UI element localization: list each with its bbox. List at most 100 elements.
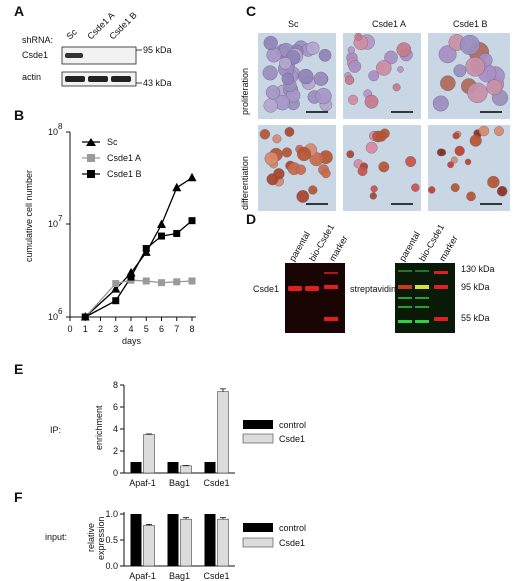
- series-line: [84, 177, 193, 318]
- cell: [438, 45, 457, 64]
- legend-label: Csde1: [279, 538, 305, 548]
- cell: [346, 150, 355, 159]
- legend: control Csde1: [242, 420, 306, 444]
- panel-b-label: B: [14, 107, 24, 123]
- bar: [204, 514, 216, 566]
- legend-label: Csde1 A: [107, 153, 141, 163]
- legend-swatch: [243, 420, 273, 429]
- cell: [313, 71, 329, 86]
- cell: [376, 60, 392, 76]
- cell: [467, 82, 488, 103]
- column-label: Sc: [288, 19, 299, 29]
- cell: [384, 50, 398, 65]
- side-label: input:: [45, 532, 67, 542]
- blot-band: [415, 270, 429, 272]
- data-point: [173, 278, 181, 286]
- x-tick-label: 7: [174, 324, 179, 334]
- cell: [364, 94, 379, 109]
- y-tick: 10 8: [48, 122, 70, 137]
- legend-swatch: [242, 537, 274, 548]
- panel-c-label: C: [246, 3, 256, 19]
- legend-swatch: [242, 433, 274, 444]
- data-point: [81, 313, 89, 321]
- legend-marker: [86, 138, 96, 146]
- cell: [321, 168, 331, 179]
- cell: [447, 161, 454, 169]
- cell: [354, 32, 363, 41]
- legend: Sc Csde1 A Csde1 B: [82, 137, 142, 179]
- bar-group: [130, 514, 229, 567]
- blot-band: [398, 270, 412, 272]
- data-point: [112, 280, 120, 288]
- panel-a-label: A: [14, 3, 24, 19]
- x-tick-labels: Apaf-1 Bag1 Csde1: [129, 478, 229, 488]
- panel-f: F input: relative expression 0.0 0.5 1.0 A…: [14, 489, 306, 581]
- bar: [167, 462, 179, 473]
- cell: [347, 46, 355, 54]
- cell: [369, 192, 377, 200]
- marker-label: 130 kDa: [461, 264, 495, 274]
- data-point: [142, 277, 150, 285]
- blot-band: [415, 320, 429, 323]
- marker-band: [434, 317, 448, 321]
- data-point: [157, 219, 166, 228]
- x-tick-label: Csde1: [203, 571, 229, 581]
- blot-row-label: Csde1: [253, 284, 279, 294]
- y-tick-label: 0.5: [105, 535, 118, 545]
- series-line: [84, 279, 193, 318]
- x-tick-label: 5: [144, 324, 149, 334]
- blot-band: [65, 76, 85, 82]
- cell: [487, 175, 500, 189]
- blot-band: [398, 306, 412, 308]
- cell: [308, 185, 318, 195]
- cell: [459, 34, 480, 55]
- cell: [450, 183, 460, 193]
- bar-group: [130, 388, 229, 474]
- panel-f-label: F: [14, 489, 23, 505]
- cell: [262, 65, 278, 81]
- blot-row-label: Csde1: [22, 50, 48, 60]
- y-tick-label: 6: [113, 402, 118, 412]
- data-point: [127, 273, 135, 281]
- legend-label: control: [279, 420, 306, 430]
- panel-d-label: D: [246, 211, 256, 227]
- cell: [263, 98, 278, 113]
- cell: [466, 191, 476, 202]
- y-tick-exponent: 8: [58, 122, 63, 131]
- marker-band: [324, 285, 338, 289]
- cell: [469, 134, 482, 147]
- x-tick-label: 2: [98, 324, 103, 334]
- cell: [450, 156, 458, 164]
- column-label: Csde1 B: [453, 19, 488, 29]
- panel-e-label: E: [14, 361, 23, 377]
- marker-label: 95 kDa: [461, 282, 490, 292]
- cell: [259, 129, 271, 140]
- x-axis-label: days: [122, 336, 142, 346]
- cell: [494, 126, 504, 136]
- x-tick-label: 8: [189, 324, 194, 334]
- cell: [357, 166, 368, 177]
- bar: [130, 514, 142, 566]
- bar: [204, 462, 216, 473]
- data-point: [158, 232, 165, 240]
- cell: [496, 185, 508, 197]
- cell: [281, 72, 294, 86]
- panel-b: B cumulative cell number 10 8 10 7 10 6 …: [14, 107, 197, 346]
- blot-band: [111, 76, 131, 82]
- panel-c: C Sc Csde1 A Csde1 B proliferation diffe…: [240, 3, 510, 211]
- y-axis-label: relative: [86, 523, 96, 552]
- row-label: proliferation: [240, 68, 250, 115]
- data-point: [142, 245, 150, 253]
- blot-row-label: streptavidin: [350, 284, 396, 294]
- blot-band: [65, 53, 83, 58]
- data-point: [173, 229, 181, 237]
- y-tick-label: 0.0: [105, 561, 118, 571]
- bar: [167, 514, 179, 566]
- panel-d: D parental bio-Csde1 marker parental bio…: [246, 211, 495, 333]
- marker-label: 55 kDa: [461, 313, 490, 323]
- shrna-label: shRNA:: [22, 35, 53, 45]
- row-label: differentiation: [240, 156, 250, 210]
- x-tick-label: Bag1: [169, 571, 190, 581]
